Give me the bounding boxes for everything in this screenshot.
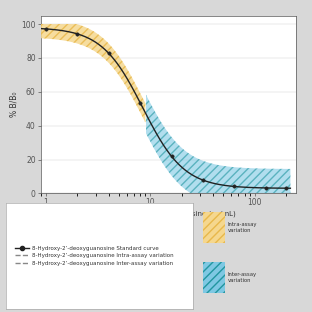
Y-axis label: % B/B₀: % B/B₀	[9, 92, 18, 117]
Text: Inter-assay
variation: Inter-assay variation	[228, 272, 257, 283]
X-axis label: 8-Hydroxy-2’-deoxyguanosine (pg/mL): 8-Hydroxy-2’-deoxyguanosine (pg/mL)	[102, 210, 235, 217]
Text: Intra-assay
variation: Intra-assay variation	[228, 222, 257, 233]
Legend: 8-Hydroxy-2’-deoxyguanosine Standard curve, 8-Hydroxy-2’-deoxyguanosine Intra-as: 8-Hydroxy-2’-deoxyguanosine Standard cur…	[13, 244, 175, 268]
